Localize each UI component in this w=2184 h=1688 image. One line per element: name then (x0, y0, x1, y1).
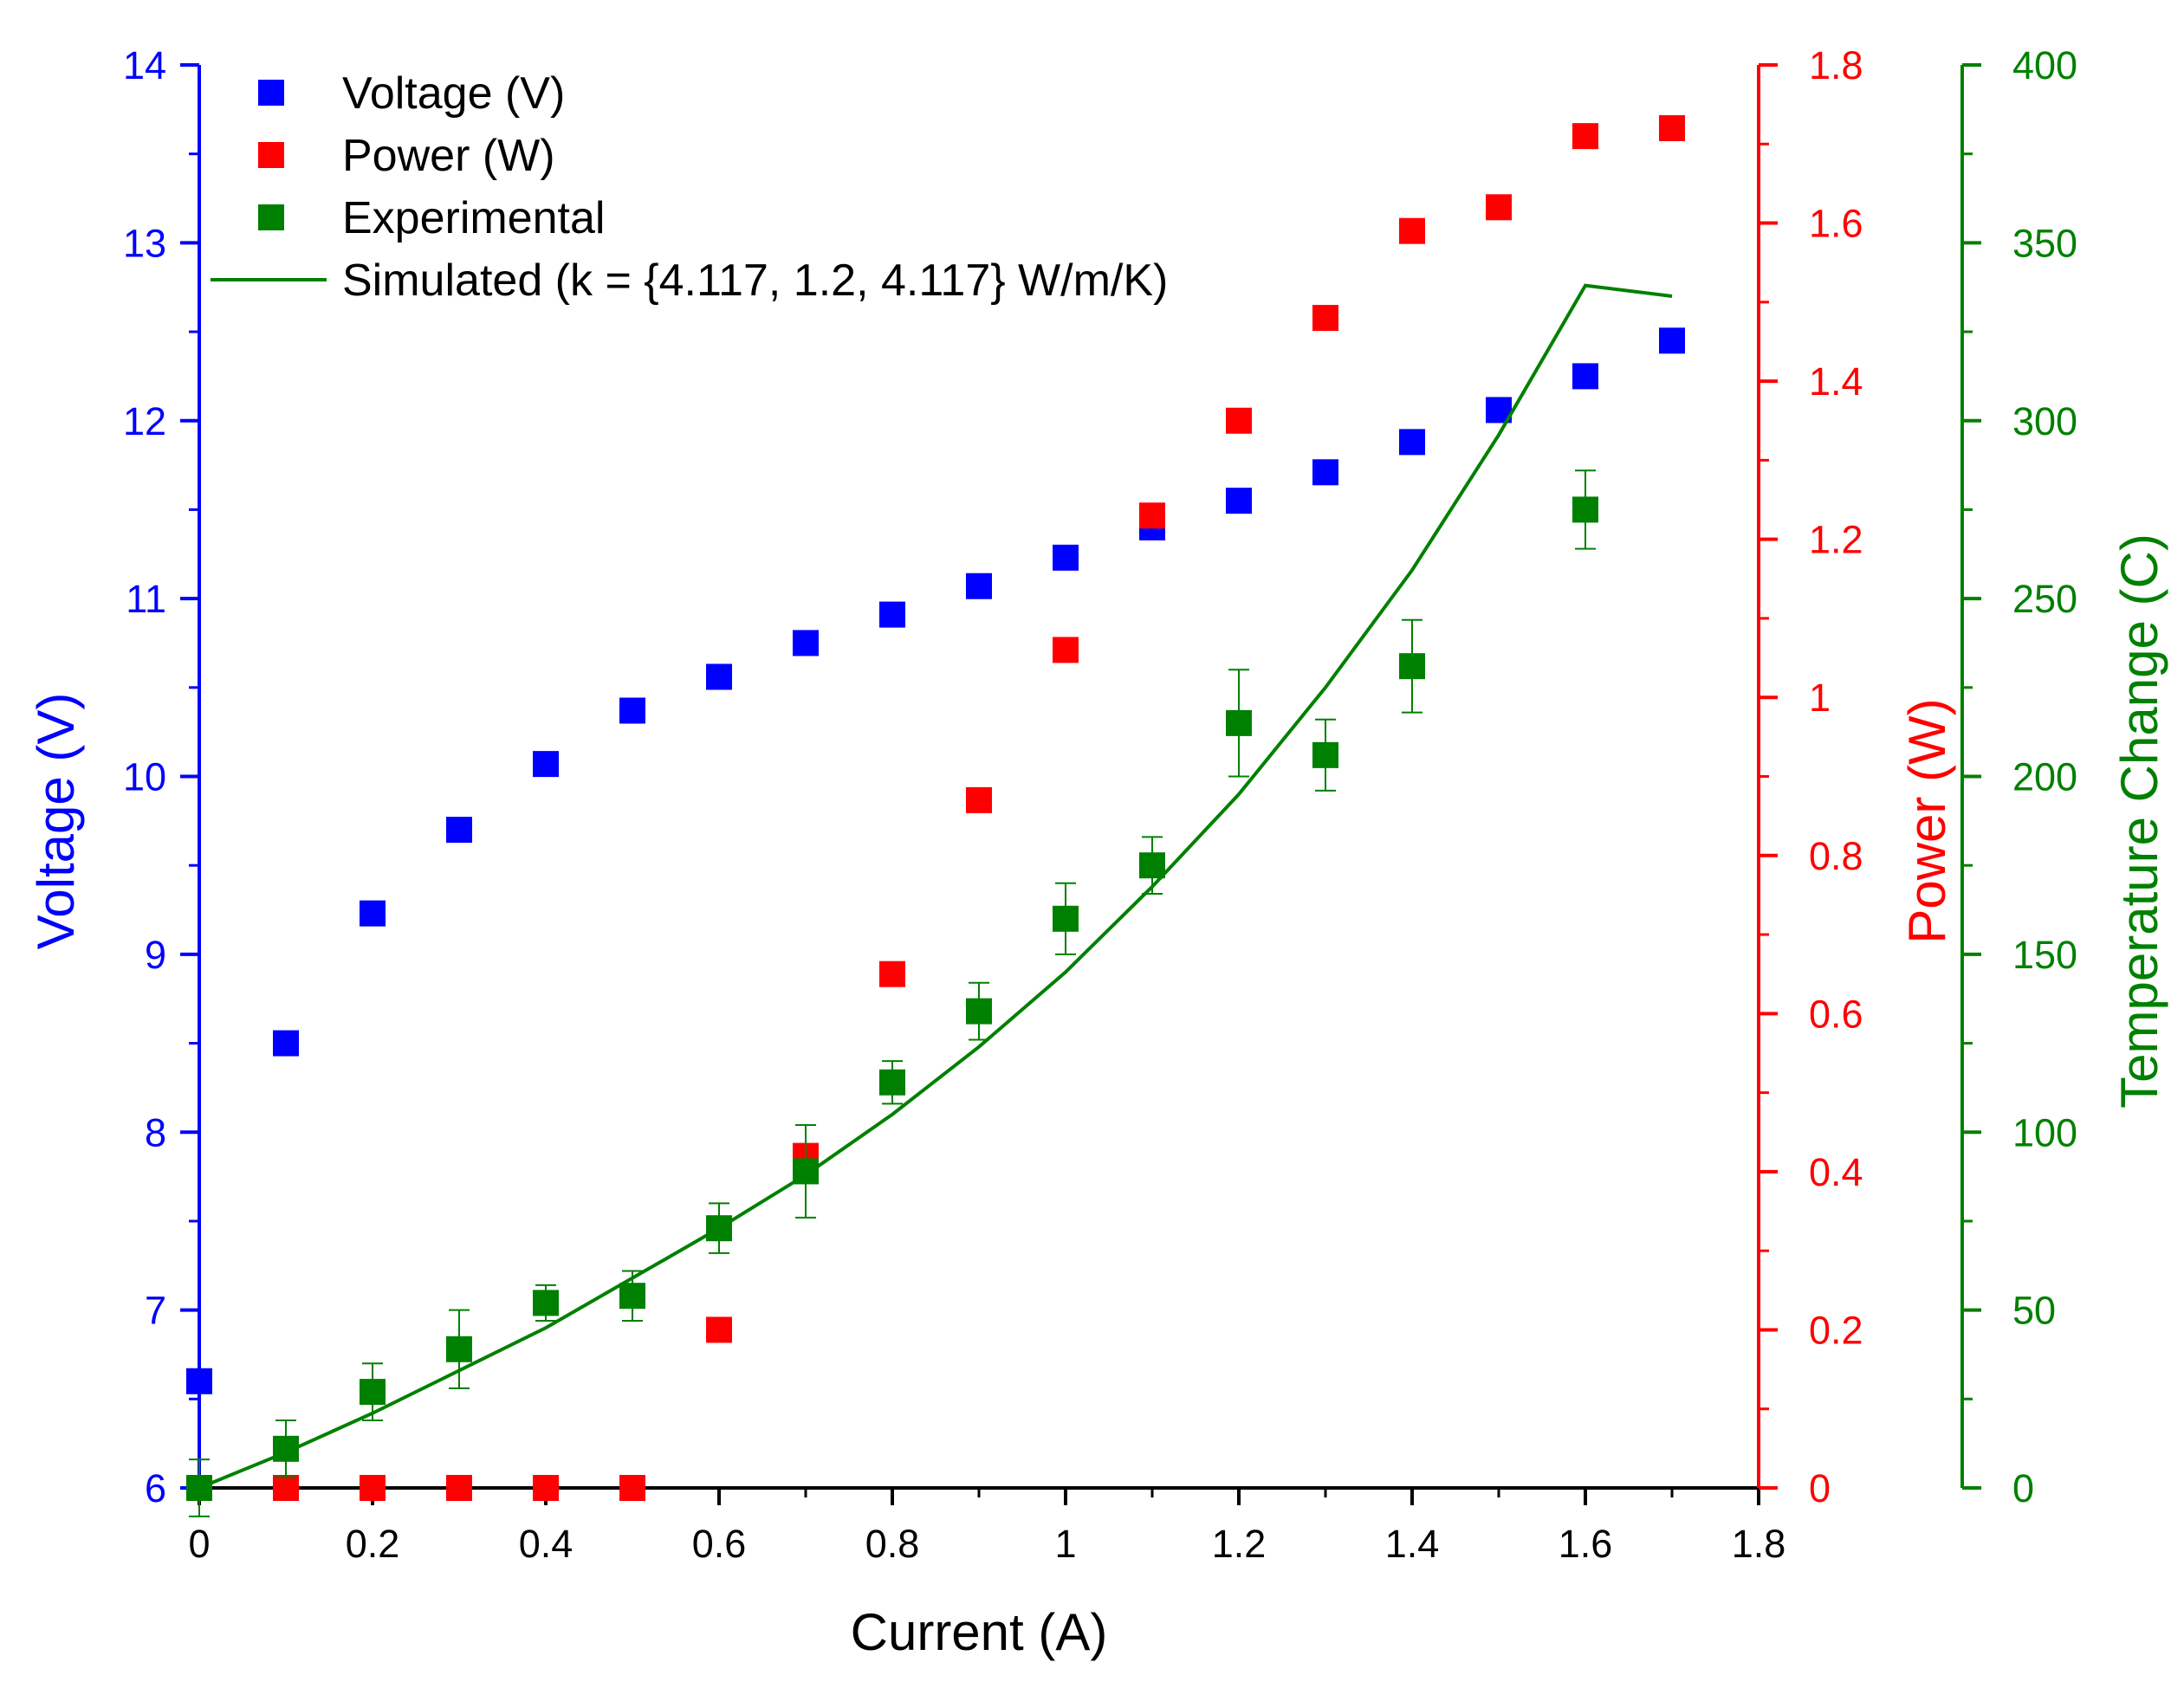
power-point (1486, 194, 1512, 221)
x-tick-label: 1.6 (1559, 1522, 1613, 1566)
voltage-point (1572, 363, 1598, 390)
voltage-tick-label: 7 (145, 1289, 166, 1333)
temperature-tick-label: 200 (2012, 755, 2077, 799)
legend-marker-power (258, 142, 284, 168)
power-tick-label: 1.8 (1809, 43, 1863, 87)
simulated-line (198, 283, 1673, 1490)
temperature-tick-label: 150 (2012, 933, 2077, 977)
x-tick-label: 0 (188, 1522, 210, 1566)
legend: Voltage (V) Power (W) Experimental Simul… (211, 68, 1168, 306)
power-tick-label: 0.4 (1809, 1150, 1863, 1194)
temperature-axis-title: Temperature Change (C) (2110, 534, 2168, 1109)
experimental-point (533, 1290, 559, 1316)
temperature-tick-label: 50 (2012, 1289, 2056, 1333)
voltage-tick-label: 11 (126, 577, 166, 621)
power-tick-label: 1.6 (1809, 202, 1863, 246)
voltage-point (446, 817, 472, 844)
x-axis-title: Current (A) (851, 1603, 1108, 1661)
x-tick-label: 0.2 (346, 1522, 400, 1566)
voltage-tick-label: 6 (145, 1466, 166, 1510)
voltage-tick-label: 13 (123, 221, 166, 265)
temperature-tick-label: 300 (2012, 399, 2077, 443)
power-point (1139, 502, 1165, 529)
power-point (1399, 217, 1425, 244)
power-axis-title: Power (W) (1898, 698, 1956, 943)
voltage-point (1312, 459, 1338, 486)
voltage-tick-label: 8 (145, 1110, 166, 1154)
power-point (966, 786, 992, 813)
voltage-point (533, 751, 559, 778)
power-point (1572, 123, 1598, 150)
voltage-point (879, 601, 905, 628)
power-point (706, 1316, 732, 1343)
voltage-tick-label: 9 (145, 933, 166, 977)
experimental-point (1226, 709, 1252, 736)
power-point (619, 1475, 645, 1501)
voltage-point (1226, 488, 1252, 514)
voltage-point (1053, 544, 1079, 571)
voltage-tick-label: 10 (123, 755, 166, 799)
voltage-point (1399, 429, 1425, 456)
x-tick-label: 1.8 (1732, 1522, 1786, 1566)
power-tick-label: 1.4 (1809, 359, 1863, 404)
power-point (533, 1475, 559, 1501)
legend-label-power: Power (W) (342, 131, 555, 181)
power-tick-label: 0.8 (1809, 834, 1863, 878)
x-tick-label: 1.4 (1385, 1522, 1440, 1566)
experimental-point (1572, 496, 1598, 523)
voltage-point (619, 697, 645, 724)
voltage-point (706, 663, 732, 690)
experimental-point (446, 1336, 472, 1362)
power-point (360, 1475, 386, 1501)
power-point (879, 960, 905, 987)
voltage-axis-title: Voltage (V) (27, 693, 85, 950)
legend-label-simulated: Simulated (k = {4.117, 1.2, 4.117} W/m/K… (342, 255, 1168, 306)
temperature-tick-label: 0 (2012, 1466, 2034, 1510)
legend-label-voltage: Voltage (V) (342, 68, 565, 119)
voltage-point (273, 1030, 299, 1057)
x-tick-label: 0.4 (519, 1522, 574, 1566)
experimental-point (619, 1283, 645, 1310)
experimental-point (1312, 741, 1338, 768)
x-tick-label: 0.8 (865, 1522, 920, 1566)
temperature-tick-label: 350 (2012, 221, 2077, 265)
voltage-point (966, 572, 992, 599)
power-tick-label: 0 (1809, 1466, 1831, 1510)
power-point (446, 1475, 472, 1501)
x-tick-label: 0.6 (692, 1522, 747, 1566)
x-tick-label: 1 (1054, 1522, 1076, 1566)
voltage-point (360, 900, 386, 927)
power-tick-label: 0.6 (1809, 992, 1863, 1036)
x-tick-label: 1.2 (1212, 1522, 1267, 1566)
power-point (273, 1475, 299, 1501)
experimental-point (1139, 852, 1165, 879)
experimental-point (1053, 905, 1079, 932)
voltage-point (186, 1368, 212, 1394)
experimental-point (360, 1379, 386, 1406)
voltage-tick-label: 14 (123, 43, 166, 87)
power-tick-label: 1.2 (1809, 518, 1863, 562)
legend-marker-experimental (258, 204, 284, 230)
power-point (1659, 115, 1685, 142)
experimental-point (1399, 653, 1425, 680)
voltage-point (793, 630, 819, 656)
experimental-point (879, 1069, 905, 1096)
experimental-point (966, 998, 992, 1025)
temperature-tick-label: 250 (2012, 577, 2077, 621)
power-tick-label: 1 (1809, 676, 1831, 720)
legend-marker-voltage (258, 80, 284, 106)
temperature-tick-label: 400 (2012, 43, 2077, 87)
voltage-tick-label: 12 (123, 399, 166, 443)
power-point (1312, 305, 1338, 332)
power-tick-label: 0.2 (1809, 1308, 1863, 1352)
legend-label-experimental: Experimental (342, 193, 605, 243)
power-point (1053, 637, 1079, 663)
power-point (1226, 407, 1252, 434)
temperature-tick-label: 100 (2012, 1110, 2077, 1154)
voltage-point (1659, 327, 1685, 354)
